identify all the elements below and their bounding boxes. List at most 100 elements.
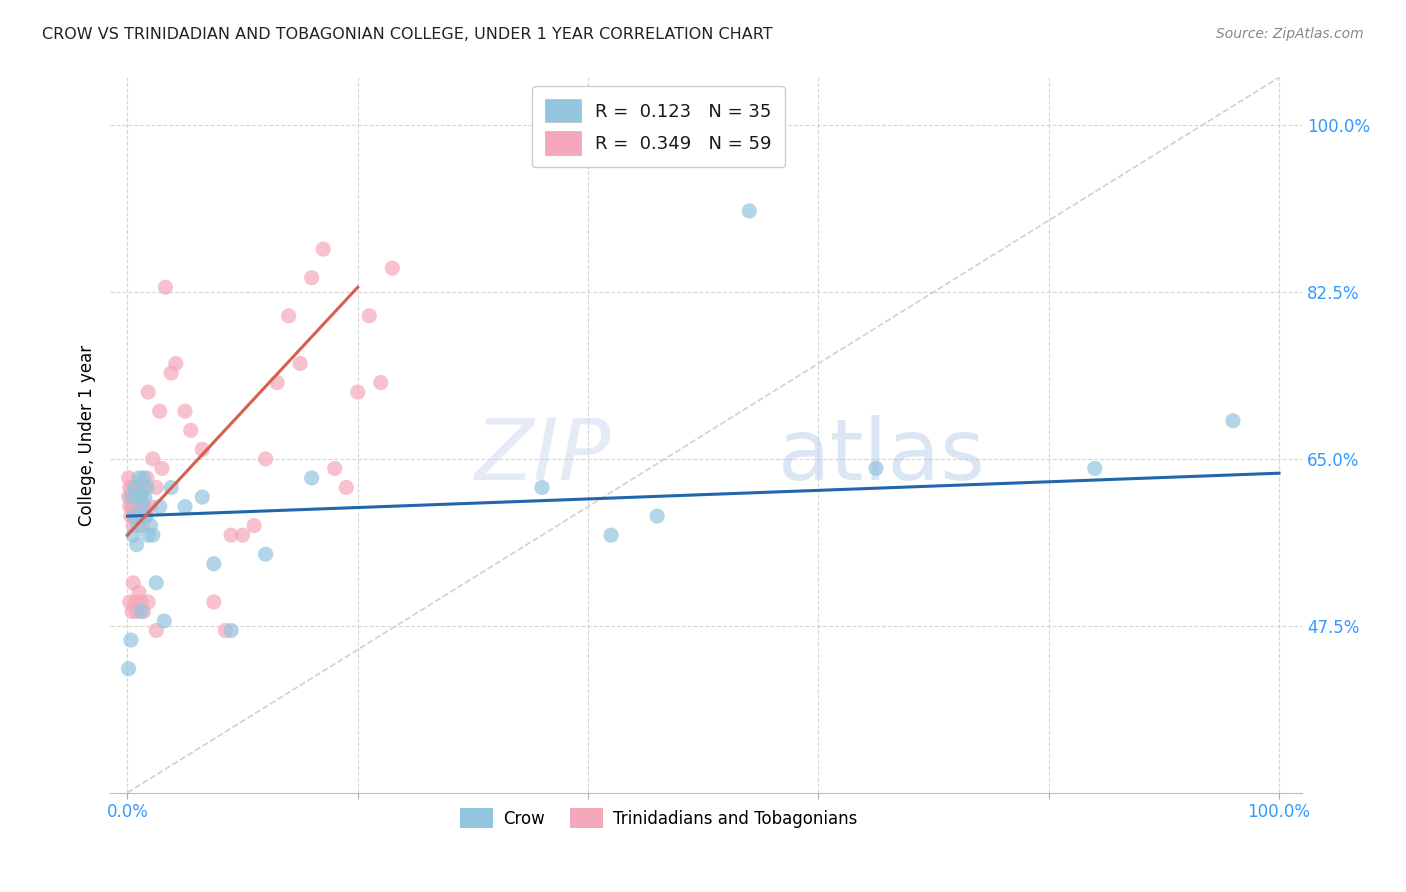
Point xyxy=(288,357,311,371)
Point xyxy=(254,547,277,561)
Point xyxy=(370,376,392,390)
Point xyxy=(118,481,141,495)
Point xyxy=(121,481,143,495)
Point xyxy=(139,518,162,533)
Point xyxy=(118,595,141,609)
Text: Source: ZipAtlas.com: Source: ZipAtlas.com xyxy=(1216,27,1364,41)
Point xyxy=(129,490,152,504)
Legend: Crow, Trinidadians and Tobagonians: Crow, Trinidadians and Tobagonians xyxy=(453,802,865,834)
Point xyxy=(125,538,148,552)
Point xyxy=(131,500,153,514)
Point xyxy=(124,481,146,495)
Point xyxy=(243,518,266,533)
Point xyxy=(150,461,173,475)
Point xyxy=(129,509,152,524)
Point xyxy=(136,481,159,495)
Point xyxy=(129,490,152,504)
Point xyxy=(129,481,152,495)
Point xyxy=(125,605,148,619)
Point xyxy=(124,500,146,514)
Point xyxy=(128,509,150,524)
Point xyxy=(142,451,165,466)
Point xyxy=(149,404,172,418)
Point xyxy=(127,518,149,533)
Point xyxy=(125,490,148,504)
Point xyxy=(118,500,141,514)
Point xyxy=(121,490,143,504)
Point xyxy=(121,605,143,619)
Point xyxy=(131,500,153,514)
Point xyxy=(160,481,183,495)
Point xyxy=(346,385,368,400)
Point xyxy=(301,471,323,485)
Point xyxy=(129,595,152,609)
Point xyxy=(122,575,145,590)
Point xyxy=(165,357,187,371)
Point xyxy=(117,471,139,485)
Point xyxy=(128,585,150,599)
Point xyxy=(312,242,335,256)
Point xyxy=(132,605,155,619)
Point xyxy=(122,518,145,533)
Point xyxy=(191,490,214,504)
Point xyxy=(1222,414,1244,428)
Text: ZIP: ZIP xyxy=(474,415,610,498)
Point xyxy=(645,509,668,524)
Point xyxy=(120,490,142,504)
Point xyxy=(135,509,157,524)
Point xyxy=(301,270,323,285)
Point xyxy=(232,528,254,542)
Point xyxy=(122,500,145,514)
Point xyxy=(120,633,142,648)
Point xyxy=(191,442,214,457)
Point xyxy=(142,528,165,542)
Point xyxy=(335,481,357,495)
Point xyxy=(214,624,236,638)
Point xyxy=(139,500,162,514)
Point xyxy=(174,500,197,514)
Point xyxy=(145,481,167,495)
Point xyxy=(136,385,159,400)
Point xyxy=(135,509,157,524)
Point xyxy=(277,309,299,323)
Point xyxy=(530,481,553,495)
Point xyxy=(128,490,150,504)
Point xyxy=(254,451,277,466)
Point xyxy=(122,528,145,542)
Point xyxy=(127,500,149,514)
Point xyxy=(153,614,176,628)
Point xyxy=(865,461,887,475)
Point xyxy=(202,595,225,609)
Point xyxy=(129,605,152,619)
Point xyxy=(132,471,155,485)
Point xyxy=(120,509,142,524)
Point xyxy=(124,509,146,524)
Point xyxy=(117,490,139,504)
Point xyxy=(121,500,143,514)
Point xyxy=(124,490,146,504)
Point xyxy=(381,261,404,276)
Point xyxy=(323,461,346,475)
Point xyxy=(359,309,381,323)
Point xyxy=(202,557,225,571)
Point xyxy=(219,528,242,542)
Point xyxy=(180,423,202,437)
Point xyxy=(136,528,159,542)
Point xyxy=(219,624,242,638)
Point xyxy=(124,481,146,495)
Y-axis label: College, Under 1 year: College, Under 1 year xyxy=(79,344,96,525)
Point xyxy=(134,490,156,504)
Point xyxy=(136,595,159,609)
Text: CROW VS TRINIDADIAN AND TOBAGONIAN COLLEGE, UNDER 1 YEAR CORRELATION CHART: CROW VS TRINIDADIAN AND TOBAGONIAN COLLE… xyxy=(42,27,773,42)
Point xyxy=(129,500,152,514)
Point xyxy=(131,518,153,533)
Point xyxy=(124,509,146,524)
Point xyxy=(600,528,623,542)
Point xyxy=(266,376,288,390)
Point xyxy=(134,500,156,514)
Point xyxy=(160,366,183,380)
Point xyxy=(145,624,167,638)
Point xyxy=(128,471,150,485)
Point xyxy=(132,481,155,495)
Point xyxy=(155,280,177,294)
